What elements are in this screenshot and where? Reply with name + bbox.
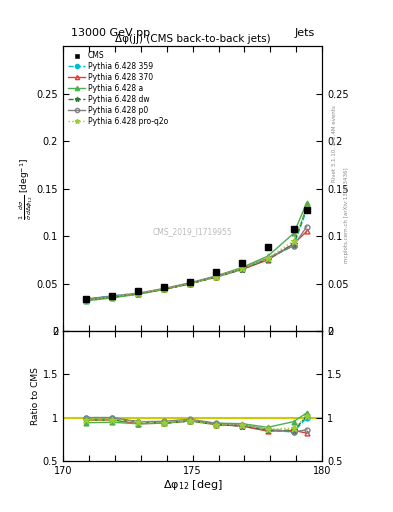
Title: Δφ(jj) (CMS back-to-back jets): Δφ(jj) (CMS back-to-back jets) (115, 34, 270, 44)
Text: CMS_2019_I1719955: CMS_2019_I1719955 (153, 227, 232, 236)
Text: mcplots.cern.ch [arXiv:1306.3436]: mcplots.cern.ch [arXiv:1306.3436] (344, 167, 349, 263)
Text: Jets: Jets (294, 28, 314, 38)
Legend: CMS, Pythia 6.428 359, Pythia 6.428 370, Pythia 6.428 a, Pythia 6.428 dw, Pythia: CMS, Pythia 6.428 359, Pythia 6.428 370,… (67, 50, 170, 127)
Text: 13000 GeV pp: 13000 GeV pp (71, 28, 150, 38)
Text: Rivet 3.1.10, ≥ 2.4M events: Rivet 3.1.10, ≥ 2.4M events (332, 105, 337, 182)
Y-axis label: Ratio to CMS: Ratio to CMS (31, 367, 40, 425)
Y-axis label: $\frac{1}{\bar{\sigma}}\frac{d\sigma}{d\Delta\phi_{12}}$ [deg$^{-1}$]: $\frac{1}{\bar{\sigma}}\frac{d\sigma}{d\… (18, 158, 35, 220)
X-axis label: Δφ$_{12}$ [deg]: Δφ$_{12}$ [deg] (163, 478, 222, 493)
